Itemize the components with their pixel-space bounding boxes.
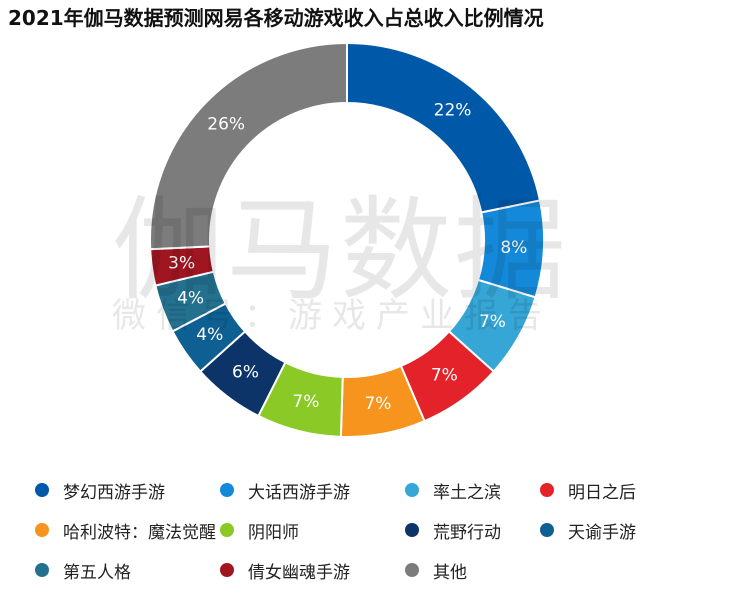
slice-data-label: 4% — [196, 325, 223, 345]
legend-item: 梦幻西游手游 — [35, 478, 220, 503]
slice-data-label: 7% — [431, 366, 458, 386]
legend-swatch — [35, 563, 49, 577]
legend-swatch — [540, 523, 554, 537]
legend-swatch — [35, 483, 49, 497]
watermark-logo-text: 伽马数据 — [112, 186, 568, 316]
slice-data-label: 8% — [500, 238, 527, 258]
donut-slice-10 — [149, 41, 348, 251]
legend-label: 哈利波特：魔法觉醒 — [63, 522, 216, 543]
slice-data-label: 4% — [177, 288, 204, 308]
legend-swatch — [405, 523, 419, 537]
slice-data-label: 7% — [479, 312, 506, 332]
slice-data-label: 3% — [168, 253, 195, 273]
watermark-account-text: 微信号：游戏产业报告 — [112, 296, 552, 336]
legend-swatch — [405, 483, 419, 497]
legend-item: 阴阳师 — [220, 518, 405, 543]
legend-swatch — [540, 483, 554, 497]
legend-item: 明日之后 — [540, 478, 725, 503]
legend-item: 哈利波特：魔法觉醒 — [35, 518, 220, 543]
legend-item: 第五人格 — [35, 558, 220, 583]
legend-swatch — [220, 483, 234, 497]
slice-data-label: 7% — [292, 392, 319, 412]
slice-data-label: 7% — [364, 394, 391, 414]
legend-item: 倩女幽魂手游 — [220, 558, 405, 583]
chart-title: 2021年伽马数据预测网易各移动游戏收入占总收入比例情况 — [8, 6, 544, 30]
legend-swatch — [220, 563, 234, 577]
legend-swatch — [220, 523, 234, 537]
chart-legend: 梦幻西游手游 大话西游手游 率土之滨 明日之后哈利波特：魔法觉醒 阴阳师 荒野行动 天谕手游… — [35, 478, 735, 583]
legend-label: 阴阳师 — [248, 522, 299, 543]
donut-chart: 22% 8% 7% 7% 7% 7% 6% 4% 4% 3% 26% — [149, 41, 545, 438]
legend-label: 倩女幽魂手游 — [248, 562, 350, 583]
slice-data-label: 6% — [232, 363, 259, 383]
slice-data-label: 26% — [207, 115, 245, 135]
legend-item: 大话西游手游 — [220, 478, 405, 503]
legend-swatch — [35, 523, 49, 537]
slice-data-label: 22% — [434, 101, 472, 121]
legend-label: 梦幻西游手游 — [63, 482, 165, 503]
legend-item: 其他 — [405, 558, 540, 583]
legend-label: 荒野行动 — [433, 522, 501, 543]
legend-swatch — [405, 563, 419, 577]
legend-item: 荒野行动 — [405, 518, 540, 543]
legend-label: 其他 — [433, 562, 467, 583]
legend-label: 明日之后 — [568, 482, 636, 503]
legend-label: 大话西游手游 — [248, 482, 350, 503]
legend-item: 天谕手游 — [540, 518, 725, 543]
legend-label: 率土之滨 — [433, 482, 501, 503]
legend-label: 天谕手游 — [568, 522, 636, 543]
legend-label: 第五人格 — [63, 562, 131, 583]
legend-item: 率土之滨 — [405, 478, 540, 503]
